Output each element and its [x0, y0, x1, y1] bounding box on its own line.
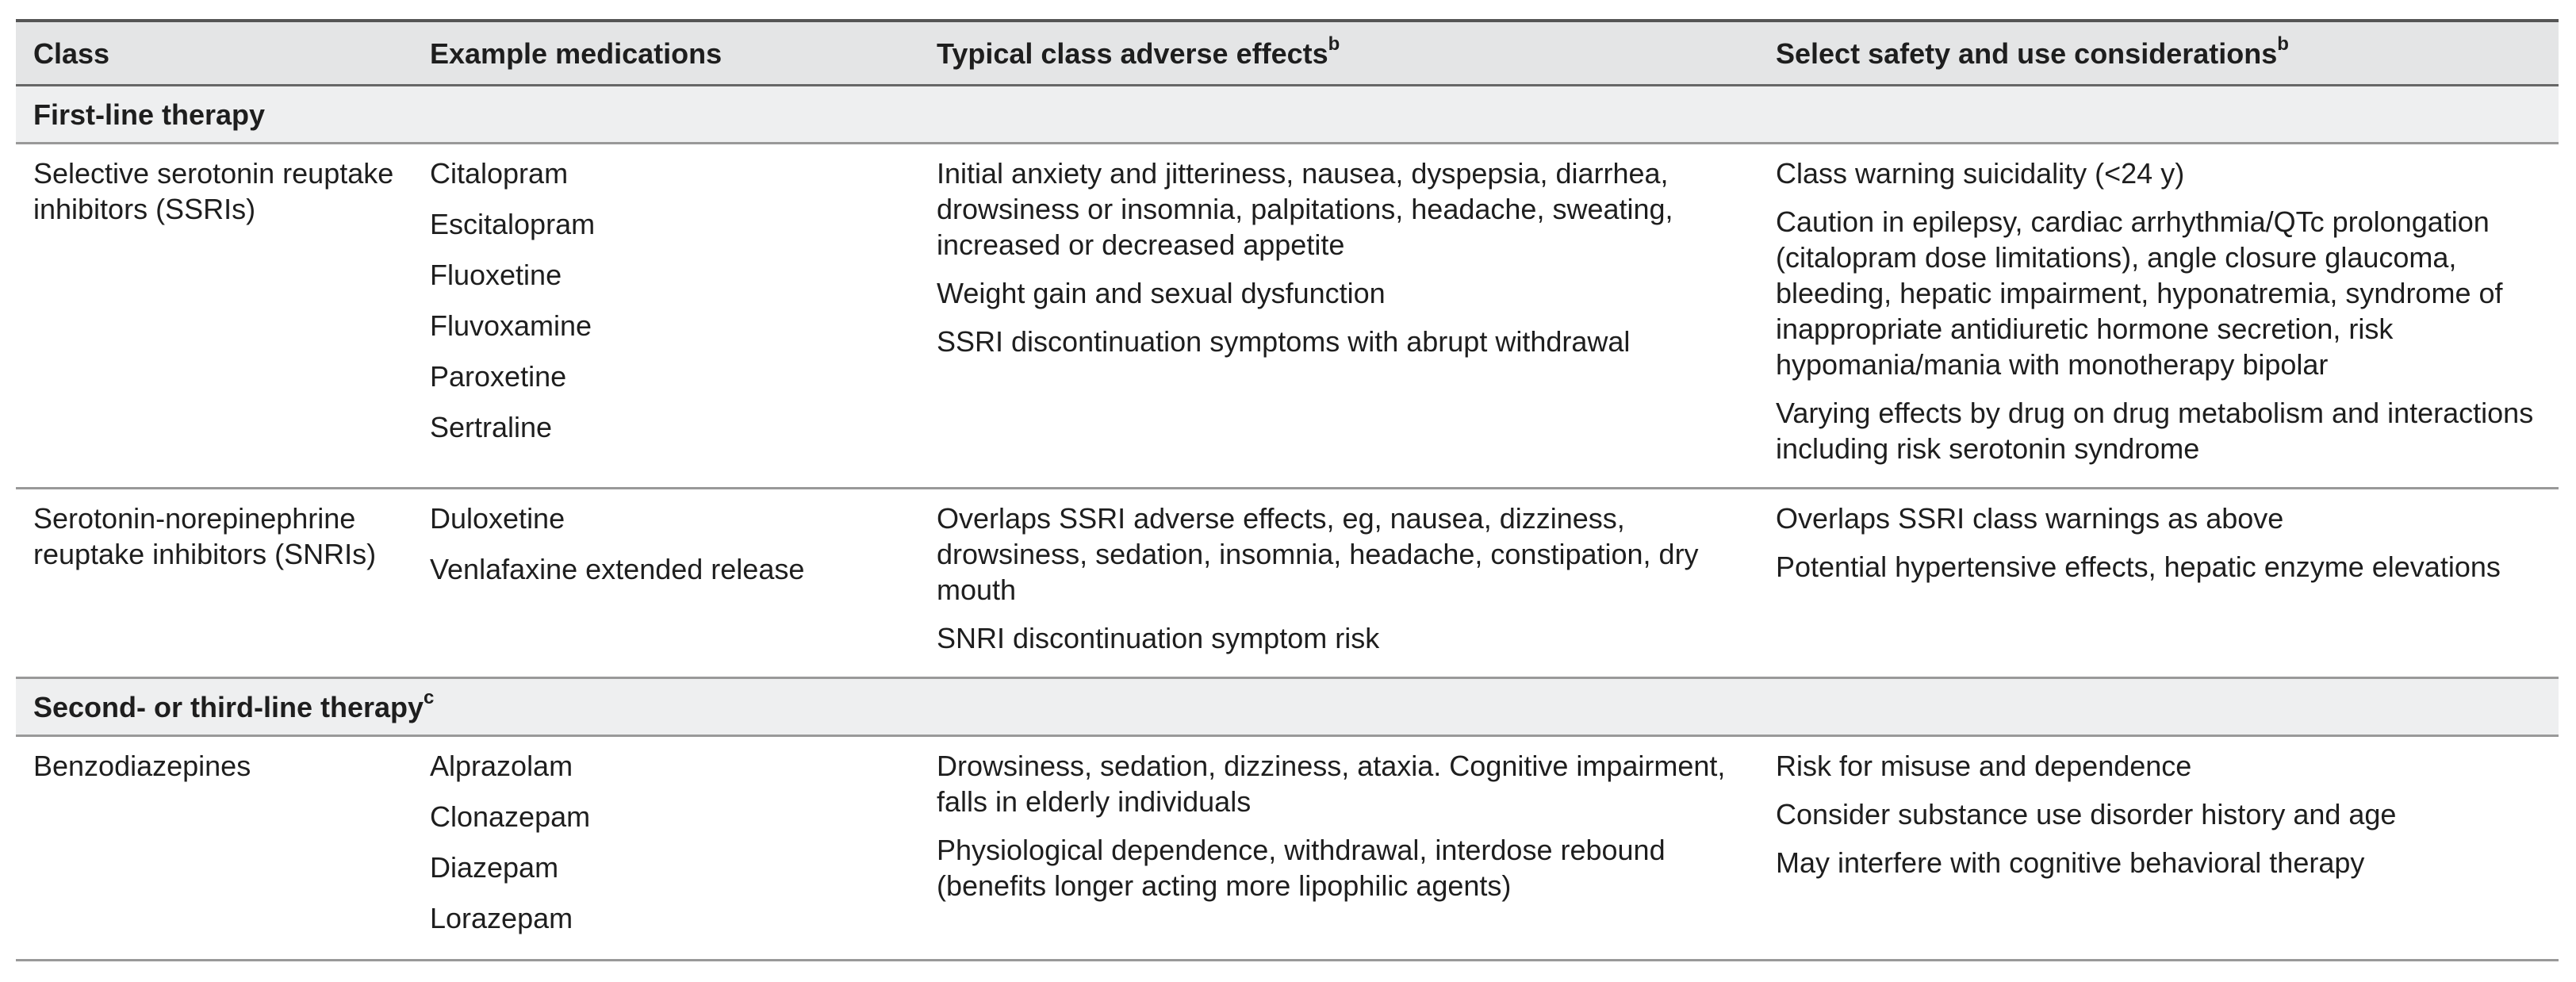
- header-text: Typical class adverse effects: [937, 36, 1328, 70]
- section-title: Second- or third-line therapy: [33, 690, 424, 723]
- meds-item: Duloxetine: [430, 502, 565, 535]
- meds-cell: Citalopram Escitalopram Fluoxetine Fluvoxam…: [412, 144, 919, 489]
- table-container: Class Example medications Typical class ad…: [16, 19, 2559, 961]
- effects-item: Drowsiness, sedation, dizziness, ataxia.…: [937, 750, 1726, 818]
- safety-cell: Risk for misuse and dependence Consider s…: [1758, 736, 2559, 961]
- meds-item: Diazepam: [430, 851, 559, 884]
- effects-item: SSRI discontinuation symptoms with abrup…: [937, 325, 1631, 358]
- meds-item: Escitalopram: [430, 208, 596, 240]
- effects-cell: Overlaps SSRI adverse effects, eg, nause…: [919, 489, 1758, 678]
- header-text: Select safety and use considerations: [1776, 36, 2278, 70]
- effects-item: SNRI discontinuation symptom risk: [937, 622, 1380, 654]
- meds-item: Sertraline: [430, 411, 553, 443]
- section-cell: Second- or third-line therapyc: [16, 678, 2559, 736]
- meds-item: Clonazepam: [430, 800, 591, 833]
- safety-item: Overlaps SSRI class warnings as above: [1776, 502, 2284, 535]
- table-body: First-line therapy Selective serotonin re…: [16, 85, 2559, 961]
- meds-cell: Duloxetine Venlafaxine extended release: [412, 489, 919, 678]
- meds-item: Citalopram: [430, 157, 569, 190]
- footnote-mark: c: [424, 686, 435, 708]
- footnote-mark: b: [1328, 33, 1340, 55]
- data-row: Serotonin-norepinephrine reuptake inhibi…: [16, 488, 2559, 678]
- section-row: First-line therapy: [16, 85, 2559, 144]
- header-cell: Typical class adverse effectsb: [919, 21, 1758, 86]
- safety-cell: Overlaps SSRI class warnings as above Pot…: [1758, 489, 2559, 678]
- safety-item: Consider substance use disorder history …: [1776, 798, 2397, 830]
- safety-item: Class warning suicidality (<24 y): [1776, 157, 2185, 190]
- safety-cell: Class warning suicidality (<24 y) Caution…: [1758, 144, 2559, 489]
- section-cell: First-line therapy: [16, 86, 2559, 144]
- section-row: Second- or third-line therapyc: [16, 677, 2559, 736]
- class-cell: Selective serotonin reuptake inhibitors …: [33, 157, 394, 225]
- class-cell: Benzodiazepines: [33, 750, 251, 782]
- header-row: Class Example medications Typical class ad…: [16, 21, 2559, 86]
- meds-item: Paroxetine: [430, 360, 567, 393]
- section-title: First-line therapy: [33, 98, 266, 131]
- safety-item: Risk for misuse and dependence: [1776, 750, 2192, 782]
- effects-item: Initial anxiety and jitteriness, nausea,…: [937, 157, 1673, 261]
- effects-cell: Initial anxiety and jitteriness, nausea,…: [919, 144, 1758, 489]
- meds-item: Fluvoxamine: [430, 309, 592, 342]
- meds-item: Alprazolam: [430, 750, 573, 782]
- medication-table: Class Example medications Typical class ad…: [16, 19, 2559, 961]
- safety-item: Caution in epilepsy, cardiac arrhythmia/…: [1776, 205, 2503, 381]
- effects-item: Overlaps SSRI adverse effects, eg, nause…: [937, 502, 1699, 606]
- safety-item: Potential hypertensive effects, hepatic …: [1776, 550, 2501, 583]
- effects-cell: Drowsiness, sedation, dizziness, ataxia.…: [919, 736, 1758, 961]
- safety-item: May interfere with cognitive behavioral …: [1776, 846, 2365, 879]
- meds-item: Fluoxetine: [430, 259, 562, 291]
- header-cell: Example medications: [412, 21, 919, 86]
- header-text: Example medications: [430, 36, 723, 70]
- table-header: Class Example medications Typical class ad…: [16, 21, 2559, 86]
- meds-cell: Alprazolam Clonazepam Diazepam Lorazepam: [412, 736, 919, 961]
- effects-item: Weight gain and sexual dysfunction: [937, 277, 1386, 309]
- header-cell: Select safety and use considerationsb: [1758, 21, 2559, 86]
- meds-item: Venlafaxine extended release: [430, 553, 805, 585]
- footnote-mark: b: [2277, 33, 2289, 55]
- header-text: Class: [33, 36, 110, 70]
- header-cell: Class: [16, 21, 412, 86]
- safety-item: Varying effects by drug on drug metaboli…: [1776, 397, 2534, 465]
- class-cell: Serotonin-norepinephrine reuptake inhibi…: [33, 502, 377, 570]
- meds-item: Lorazepam: [430, 902, 573, 934]
- effects-item: Physiological dependence, withdrawal, in…: [937, 834, 1666, 902]
- data-row: Benzodiazepines Alprazolam Clonazepam Diaze…: [16, 735, 2559, 961]
- data-row: Selective serotonin reuptake inhibitors …: [16, 143, 2559, 489]
